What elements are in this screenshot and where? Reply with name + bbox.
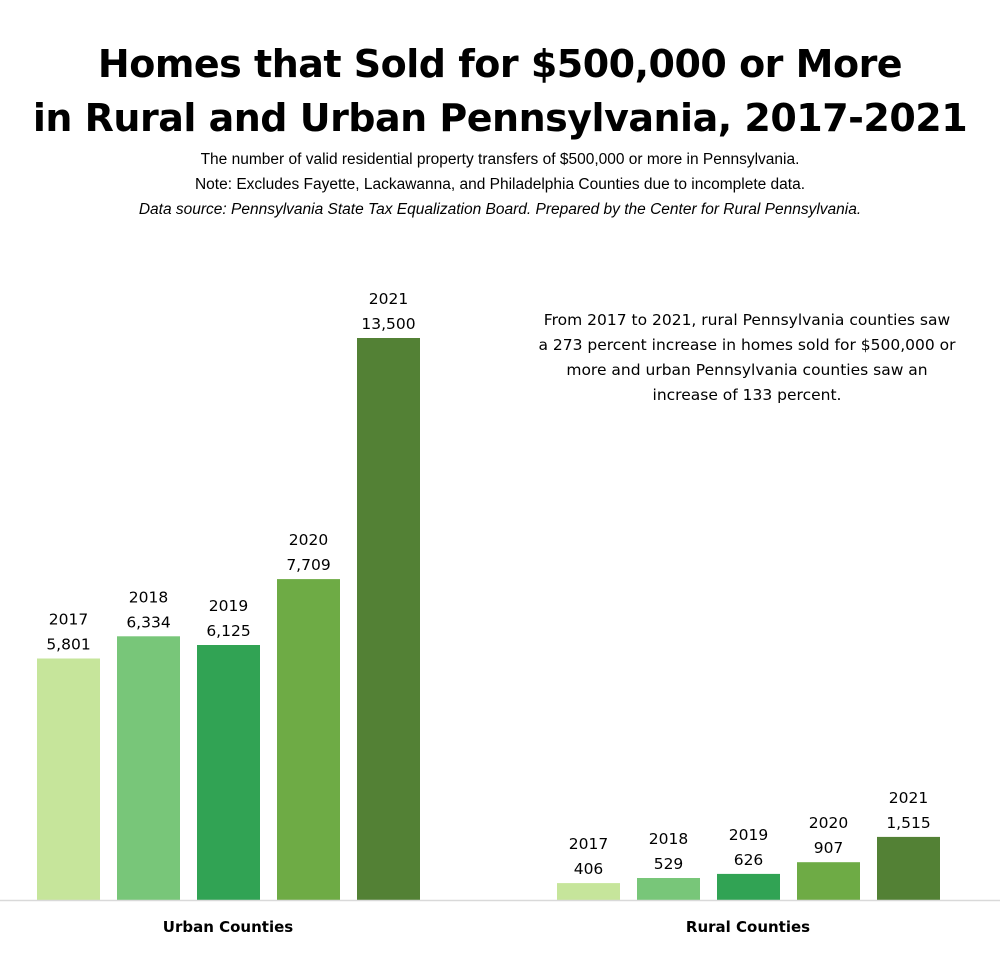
bar-year-label: 2018 bbox=[129, 588, 168, 606]
bar-value-label: 6,125 bbox=[206, 622, 250, 640]
bar-year-label: 2019 bbox=[729, 826, 768, 844]
bar-urban-2019 bbox=[197, 645, 260, 900]
bar-value-label: 406 bbox=[574, 860, 604, 878]
bar-urban-2017 bbox=[37, 658, 100, 900]
bar-year-label: 2017 bbox=[49, 611, 88, 629]
bar-value-label: 13,500 bbox=[361, 315, 415, 333]
bar-year-label: 2020 bbox=[809, 814, 848, 832]
bar-rural-2021 bbox=[877, 836, 940, 900]
category-label-urban: Urban Counties bbox=[163, 918, 293, 936]
bar-value-label: 626 bbox=[734, 851, 764, 869]
bar-year-label: 2018 bbox=[649, 830, 688, 848]
bar-urban-2020 bbox=[277, 579, 340, 900]
bar-value-label: 6,334 bbox=[126, 613, 170, 631]
bar-value-label: 7,709 bbox=[286, 556, 330, 574]
chart-data-source: Data source: Pennsylvania State Tax Equa… bbox=[138, 201, 862, 218]
chart-note: Note: Excludes Fayette, Lackawanna, and … bbox=[194, 176, 806, 193]
bar-value-label: 529 bbox=[654, 855, 684, 873]
bar-year-label: 2017 bbox=[569, 835, 608, 853]
bar-year-label: 2020 bbox=[289, 531, 328, 549]
bar-rural-2020 bbox=[797, 862, 860, 900]
chart-title-line-2: in Rural and Urban Pennsylvania, 2017-20… bbox=[32, 96, 968, 140]
bar-rural-2018 bbox=[637, 878, 700, 900]
bar-urban-2021 bbox=[357, 338, 420, 900]
chart-annotation: From 2017 to 2021, rural Pennsylvania co… bbox=[538, 311, 956, 404]
chart-subtitle: The number of valid residential property… bbox=[200, 151, 800, 168]
bar-value-label: 907 bbox=[814, 839, 844, 857]
bar-value-label: 1,515 bbox=[886, 814, 930, 832]
bar-year-label: 2021 bbox=[889, 789, 928, 807]
bar-rural-2019 bbox=[717, 873, 780, 900]
bar-value-label: 5,801 bbox=[46, 636, 90, 654]
bar-urban-2018 bbox=[117, 636, 180, 900]
chart-title-line-1: Homes that Sold for $500,000 or More bbox=[97, 42, 903, 86]
bar-rural-2017 bbox=[557, 883, 620, 900]
category-label-rural: Rural Counties bbox=[686, 918, 810, 936]
bar-year-label: 2019 bbox=[209, 597, 248, 615]
bar-year-label: 2021 bbox=[369, 290, 408, 308]
